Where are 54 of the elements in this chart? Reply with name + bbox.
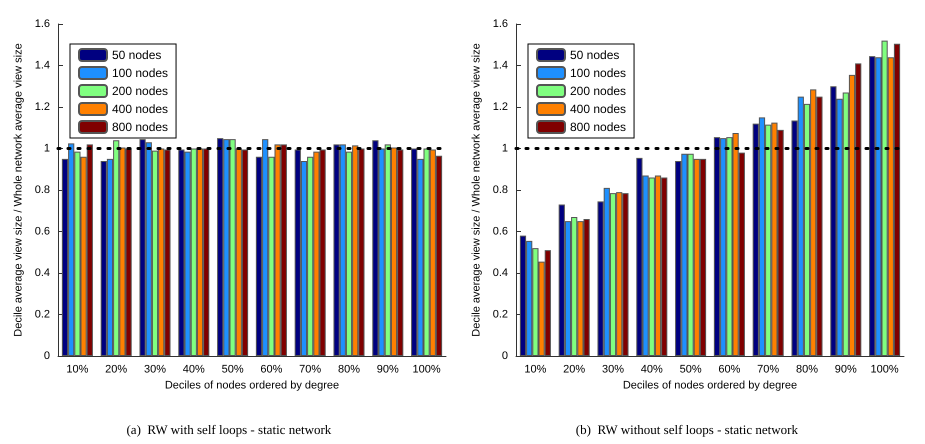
y-tick-label: 0 xyxy=(44,350,50,362)
legend-label: 100 nodes xyxy=(112,66,168,80)
y-tick-label: 1.4 xyxy=(492,60,508,72)
x-tick-label: 40% xyxy=(640,364,664,376)
y-tick-label: 0.6 xyxy=(492,226,508,238)
y-axis-title: Decile average view size / Whole network average view size xyxy=(12,43,24,337)
y-tick-label: 1.2 xyxy=(492,101,508,113)
y-tick-label: 1.4 xyxy=(34,60,50,72)
legend-label: 400 nodes xyxy=(112,102,168,116)
x-tick-label: 10% xyxy=(66,364,89,376)
y-tick-label: 0.2 xyxy=(492,308,508,320)
x-axis-title: Deciles of nodes ordered by degree xyxy=(622,380,798,392)
text: (a) RW with self loops - static network xyxy=(126,422,332,437)
y-tick-label: 0.2 xyxy=(34,308,50,320)
y-tick-label: 0.8 xyxy=(34,184,50,196)
y-tick-label: 0 xyxy=(502,350,508,362)
y-axis-title: Decile average view size / Whole network average view size xyxy=(470,43,482,337)
x-tick-label: 60% xyxy=(718,364,741,376)
y-tick-label: 0.8 xyxy=(492,184,508,196)
y-tick-label: 0.4 xyxy=(34,267,50,279)
x-tick-label: 10% xyxy=(524,364,547,376)
y-tick-label: 1 xyxy=(502,142,508,154)
x-tick-label: 100% xyxy=(870,364,899,376)
x-tick-label: 70% xyxy=(757,364,780,376)
legend-label: 200 nodes xyxy=(570,84,626,98)
legend-label: 200 nodes xyxy=(112,84,168,98)
y-tick-label: 1.6 xyxy=(34,18,50,30)
legend-label: 100 nodes xyxy=(570,66,626,80)
legend-label: 50 nodes xyxy=(570,48,620,62)
x-tick-label: 80% xyxy=(796,364,818,376)
legend-label: 800 nodes xyxy=(112,120,168,134)
x-tick-label: 30% xyxy=(144,364,166,376)
y-tick-label: 0.6 xyxy=(34,226,50,238)
x-tick-label: 80% xyxy=(338,364,360,376)
legend-label: 50 nodes xyxy=(112,48,162,62)
y-tick-label: 0.4 xyxy=(492,267,508,279)
y-tick-label: 1.6 xyxy=(492,18,508,30)
x-tick-label: 40% xyxy=(182,364,206,376)
x-axis-title: Deciles of nodes ordered by degree xyxy=(164,380,340,392)
x-tick-label: 20% xyxy=(563,364,586,376)
x-tick-label: 90% xyxy=(376,364,400,376)
y-tick-label: 1 xyxy=(44,142,50,154)
x-tick-label: 100% xyxy=(412,364,441,376)
y-tick-label: 1.2 xyxy=(34,101,50,113)
legend-label: 800 nodes xyxy=(570,120,626,134)
legend-label: 400 nodes xyxy=(570,102,626,116)
x-tick-label: 90% xyxy=(834,364,858,376)
x-tick-label: 50% xyxy=(222,364,244,376)
x-tick-label: 60% xyxy=(260,364,283,376)
x-tick-label: 30% xyxy=(602,364,624,376)
text: (b) RW without self loops - static network xyxy=(576,422,798,437)
x-tick-label: 50% xyxy=(680,364,702,376)
x-tick-label: 20% xyxy=(105,364,128,376)
x-tick-label: 70% xyxy=(299,364,322,376)
